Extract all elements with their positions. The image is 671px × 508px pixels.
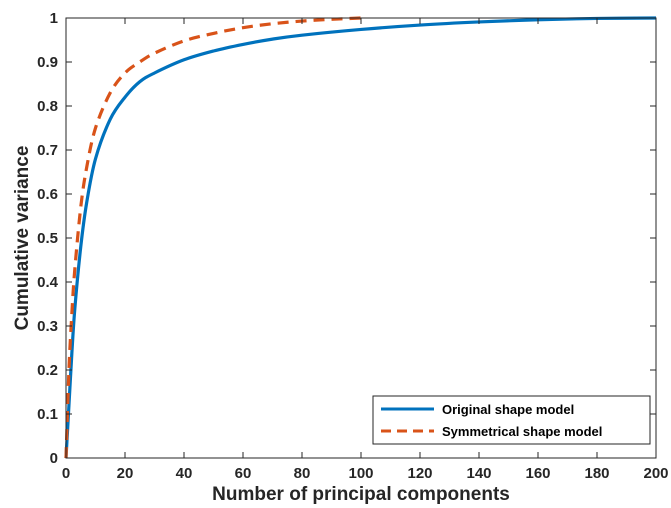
legend-label-symmetrical: Symmetrical shape model xyxy=(442,424,602,439)
y-tick-label: 0.9 xyxy=(37,54,58,71)
y-tick-label: 0.8 xyxy=(37,98,58,115)
y-tick-label: 1 xyxy=(50,10,58,27)
x-axis-ticks: 0 20 40 60 80 100 120 140 160 180 200 xyxy=(62,18,669,482)
x-tick-label: 60 xyxy=(235,465,252,482)
y-tick-label: 0.3 xyxy=(37,318,58,335)
y-tick-label: 0.7 xyxy=(37,142,58,159)
legend-box xyxy=(372,395,651,445)
y-tick-label: 0.1 xyxy=(37,406,58,423)
x-tick-label: 80 xyxy=(294,465,311,482)
plot-area xyxy=(66,18,656,458)
x-axis-title: Number of principal components xyxy=(212,484,510,505)
x-tick-label: 100 xyxy=(348,465,373,482)
x-tick-label: 180 xyxy=(584,465,609,482)
x-tick-label: 120 xyxy=(407,465,432,482)
y-tick-label: 0.2 xyxy=(37,362,58,379)
x-tick-label: 40 xyxy=(176,465,193,482)
y-tick-label: 0.4 xyxy=(37,274,59,291)
y-axis-ticks: 0 0.1 0.2 0.3 0.4 0.5 0.6 0.7 0.8 0.9 1 xyxy=(37,10,656,467)
x-tick-label: 20 xyxy=(117,465,134,482)
y-axis-title: Cumulative variance xyxy=(12,146,33,331)
y-tick-label: 0.5 xyxy=(37,230,58,247)
series-layer xyxy=(64,16,657,459)
x-tick-label: 0 xyxy=(62,465,70,482)
series-original-shape-model-line xyxy=(64,16,657,459)
x-tick-label: 160 xyxy=(525,465,550,482)
legend: Original shape model Symmetrical shape m… xyxy=(372,395,651,445)
x-tick-label: 200 xyxy=(643,465,668,482)
x-tick-label: 140 xyxy=(466,465,491,482)
series-symmetrical-shape-model-line xyxy=(64,16,362,459)
y-tick-label: 0 xyxy=(50,450,58,467)
y-tick-label: 0.6 xyxy=(37,186,58,203)
legend-label-original: Original shape model xyxy=(442,402,574,417)
